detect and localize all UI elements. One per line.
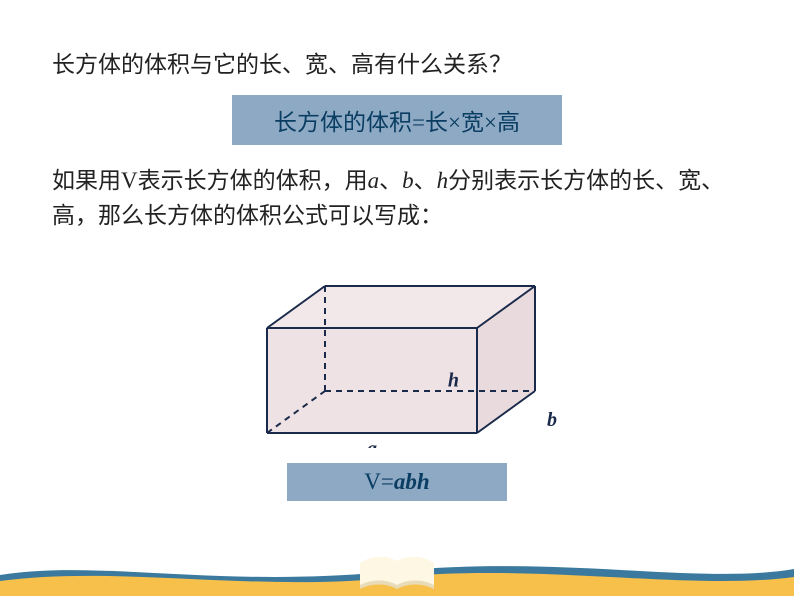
formula-abh: abh [394,469,430,494]
footer-decoration [0,551,794,596]
sep1: 、 [379,168,402,193]
cuboid-diagram: a b h [52,248,742,453]
svg-text:b: b [547,409,557,431]
formula-symbol-box: V=abh [287,463,507,501]
explain-text: 如果用V表示长方体的体积，用a、b、h分别表示长方体的长、宽、高，那么长方体的体… [52,163,742,234]
var-a: a [368,168,380,193]
svg-text:a: a [367,438,377,448]
sep2: 、 [414,168,437,193]
formula-words-box: 长方体的体积=长×宽×高 [232,95,562,145]
explain-part1: 如果用V表示长方体的体积，用 [52,168,368,193]
formula-v: V [364,469,381,494]
question-text: 长方体的体积与它的长、宽、高有什么关系？ [52,48,742,83]
formula-eq: = [381,469,394,494]
svg-text:h: h [448,369,459,391]
var-b: b [402,168,414,193]
var-h: h [437,168,449,193]
